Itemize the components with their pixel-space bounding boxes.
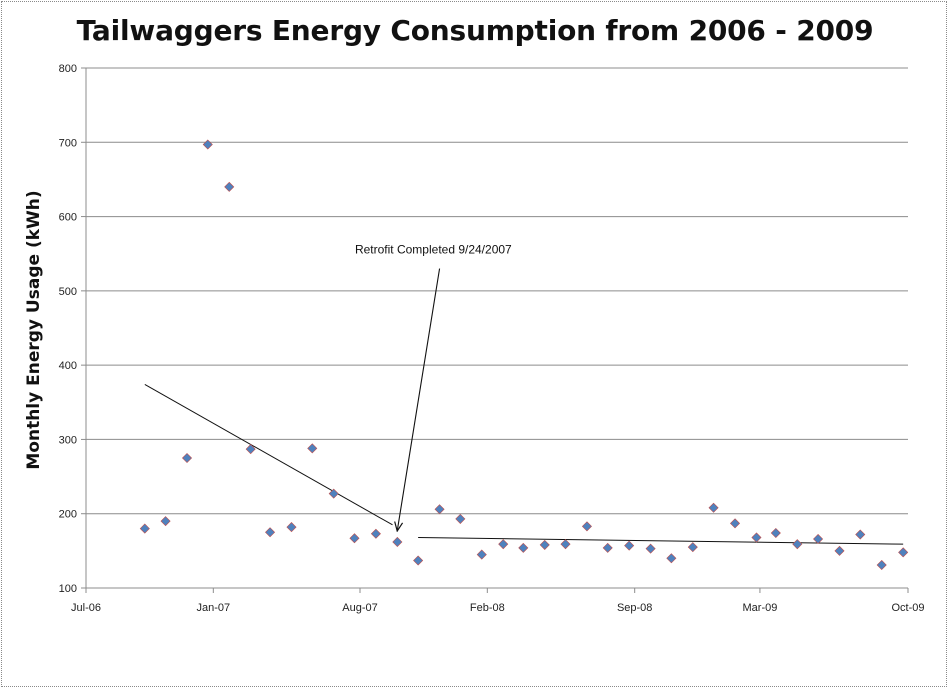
y-tick-label: 700 [59,137,77,149]
data-point [770,528,781,539]
data-point [729,518,741,529]
data-point [666,553,677,564]
y-tick-label: 600 [59,212,77,224]
data-point [370,528,381,539]
data-point [202,139,213,150]
data-point [751,532,762,543]
data-point [687,542,698,553]
data-point [624,540,635,551]
x-tick-label: Sep-08 [617,602,652,614]
data-point [328,488,339,499]
data-point [434,504,445,515]
data-point [245,444,256,455]
data-point [539,539,550,550]
data-point [265,527,276,538]
data-point [224,181,235,192]
data-point [708,502,719,513]
data-point [498,539,509,550]
data-point [392,536,403,547]
x-tick-label: Jan-07 [196,602,230,614]
y-axis-label: Monthly Energy Usage (kWh) [24,190,44,469]
data-point [160,516,171,527]
data-point [602,542,613,553]
retrofit-arrow [397,268,441,530]
y-tick-label: 100 [59,583,77,595]
data-point [413,555,424,566]
data-point [518,542,529,553]
data-point [792,539,803,550]
data-point [645,543,656,554]
x-tick-label: Feb-08 [470,602,505,614]
data-point [476,549,487,560]
trend-line [418,536,904,545]
data-point [898,547,909,558]
data-point [286,522,297,533]
data-point [349,533,360,544]
y-tick-label: 400 [59,360,77,372]
data-point [560,539,571,550]
data-point [307,443,318,454]
data-point [181,452,193,464]
y-tick-label: 200 [59,509,77,521]
x-tick-label: Jul-06 [71,602,101,614]
y-tick-label: 800 [59,63,77,75]
data-point [455,513,466,524]
y-tick-label: 300 [59,434,77,446]
chart-title: Tailwaggers Energy Consumption from 2006… [76,14,874,47]
x-tick-label: Mar-09 [743,602,778,614]
data-point [834,545,845,556]
x-tick-label: Aug-07 [342,602,377,614]
data-point [876,559,887,570]
trend-line [144,384,393,526]
x-tick-label: Oct-09 [891,602,924,614]
data-point [139,523,150,534]
data-point [813,533,824,544]
data-point [855,529,866,540]
data-point [581,521,592,532]
y-tick-label: 500 [59,286,77,298]
retrofit-annotation-label: Retrofit Completed 9/24/2007 [355,243,512,257]
